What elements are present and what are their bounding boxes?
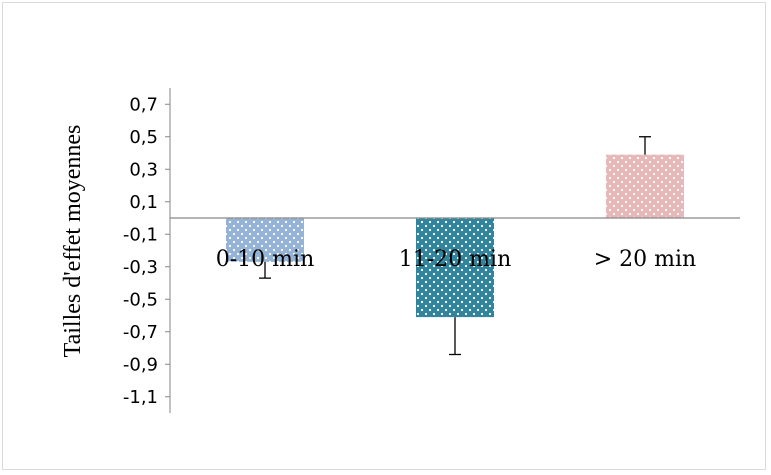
y-tick-label: 0,3 <box>129 159 158 180</box>
y-tick-label: -0,3 <box>123 257 158 278</box>
y-tick-label: -0,9 <box>123 354 158 375</box>
y-tick-label: 0,7 <box>129 94 158 115</box>
y-axis-title: Tailles d'effet moyennes <box>60 125 86 358</box>
bar <box>416 218 494 318</box>
y-tick-label: -0,1 <box>123 224 158 245</box>
y-tick-label: -1,1 <box>123 387 158 408</box>
bar <box>606 154 684 218</box>
category-label: 11-20 min <box>399 247 511 272</box>
labels-layer: 0,7 0,5 0,3 0,1 -0,1 -0,3 -0,5 -0,7 -0,9 -1,1 0-10… <box>123 94 696 408</box>
category-label: 0-10 min <box>216 247 314 272</box>
chart-frame <box>2 2 766 470</box>
bars-layer <box>170 136 740 356</box>
axes-layer <box>165 88 171 413</box>
y-tick-label: -0,5 <box>123 289 158 310</box>
y-tick-label: 0,1 <box>129 192 158 213</box>
category-label: > 20 min <box>594 247 696 272</box>
y-tick-label: 0,5 <box>129 127 158 148</box>
bar <box>226 218 304 262</box>
y-tick-label: -0,7 <box>123 322 158 343</box>
